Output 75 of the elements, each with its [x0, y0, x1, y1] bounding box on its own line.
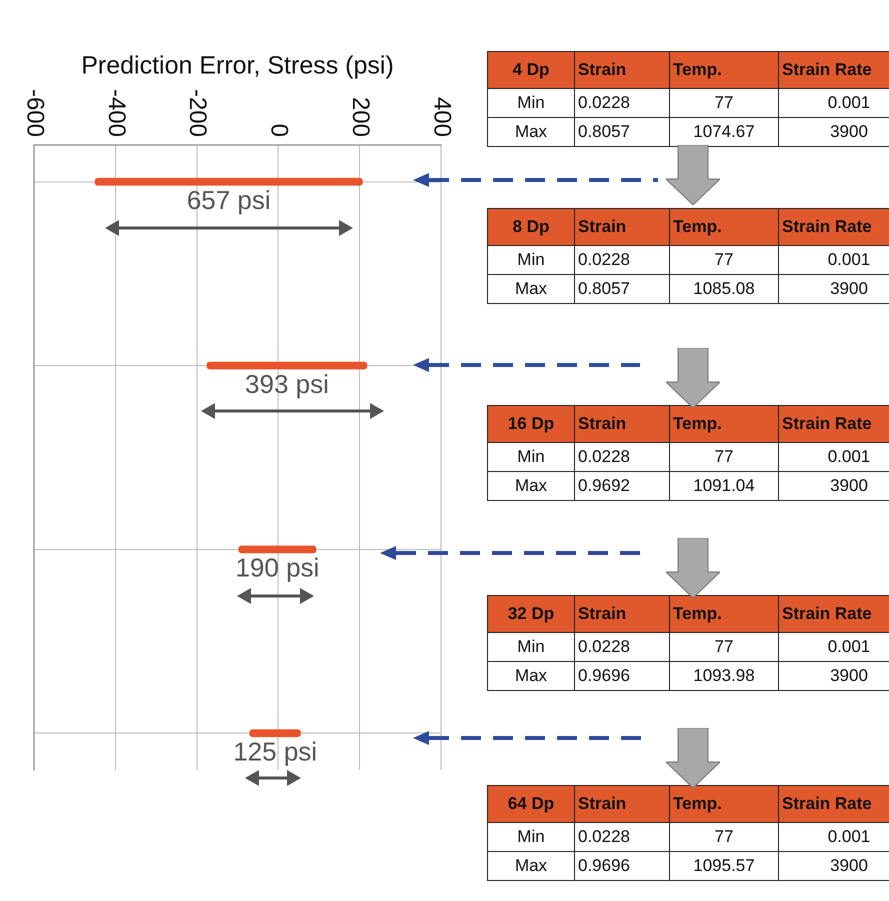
x-tick-label: -200: [184, 88, 212, 137]
text: Max: [488, 118, 574, 146]
bar: [238, 546, 316, 554]
text: 0.8057: [574, 118, 670, 146]
text: Strain: [574, 52, 670, 88]
text: Strain: [574, 786, 670, 822]
text: Min: [488, 88, 574, 118]
text: 0.8057: [574, 274, 670, 304]
text: Strain Rate: [778, 786, 889, 822]
text: 0.001: [778, 822, 889, 852]
x-axis-title: Prediction Error, Stress (psi): [81, 51, 394, 80]
x-tick-label: 400: [428, 96, 456, 137]
bar: [206, 362, 368, 370]
data-label: 657 psi: [186, 184, 271, 215]
x-tick-label: 200: [346, 96, 374, 137]
text: 77: [670, 246, 778, 274]
text: 77: [670, 442, 778, 472]
text: 1085.08: [670, 274, 778, 304]
text: 0.0228: [574, 632, 670, 662]
text: Max: [488, 472, 574, 500]
text: 3900: [778, 662, 889, 690]
text: Min: [488, 442, 574, 472]
text: 3900: [778, 852, 889, 880]
text: 8 Dp: [488, 208, 574, 246]
text: 77: [670, 632, 778, 662]
text: 1091.04: [670, 472, 778, 500]
text: Min: [488, 632, 574, 662]
text: 0.001: [778, 88, 889, 118]
text: 0.001: [778, 632, 889, 662]
text: 64 Dp: [488, 786, 574, 822]
text: Max: [488, 852, 574, 880]
text: 0.001: [778, 246, 889, 274]
text: 0.0228: [574, 246, 670, 274]
text: 0.0228: [574, 442, 670, 472]
x-tick-label: 0: [266, 124, 293, 137]
text: 0.9696: [574, 852, 670, 880]
data-label: 125 psi: [233, 736, 318, 766]
text: Temp.: [670, 406, 778, 442]
text: Temp.: [670, 786, 778, 822]
text: 1095.57: [670, 852, 778, 880]
text: 32 Dp: [488, 596, 574, 632]
text: 1093.98: [670, 662, 778, 690]
text: Strain: [574, 596, 670, 632]
bar: [249, 729, 301, 738]
text: 77: [670, 822, 778, 852]
x-tick-label: -400: [102, 88, 130, 137]
text: Min: [488, 246, 574, 274]
data-label: 190 psi: [235, 552, 320, 583]
x-tick-label: -600: [21, 88, 48, 137]
text: 3900: [778, 274, 889, 304]
text: 0.001: [778, 442, 889, 472]
text: Strain Rate: [778, 208, 889, 246]
text: 4 Dp: [488, 52, 574, 88]
text: 0.0228: [574, 822, 670, 852]
text: 3900: [778, 118, 889, 146]
text: 1074.67: [670, 118, 778, 146]
text: 0.9692: [574, 472, 670, 500]
text: 3900: [778, 472, 889, 500]
text: Strain: [574, 406, 670, 442]
text: Strain Rate: [778, 52, 889, 88]
text: Strain Rate: [778, 596, 889, 632]
text: 77: [670, 88, 778, 118]
text: Strain: [574, 208, 670, 246]
text: 0.9696: [574, 662, 670, 690]
data-label: 393 psi: [245, 368, 329, 399]
text: Max: [488, 662, 574, 690]
text: Temp.: [670, 52, 778, 88]
text: Min: [488, 822, 574, 852]
text: Temp.: [670, 208, 778, 246]
text: 16 Dp: [488, 406, 574, 442]
bar: [94, 178, 363, 186]
text: 0.0228: [574, 88, 670, 118]
text: Max: [488, 274, 574, 304]
text: Strain Rate: [778, 406, 889, 442]
text: Temp.: [670, 596, 778, 632]
